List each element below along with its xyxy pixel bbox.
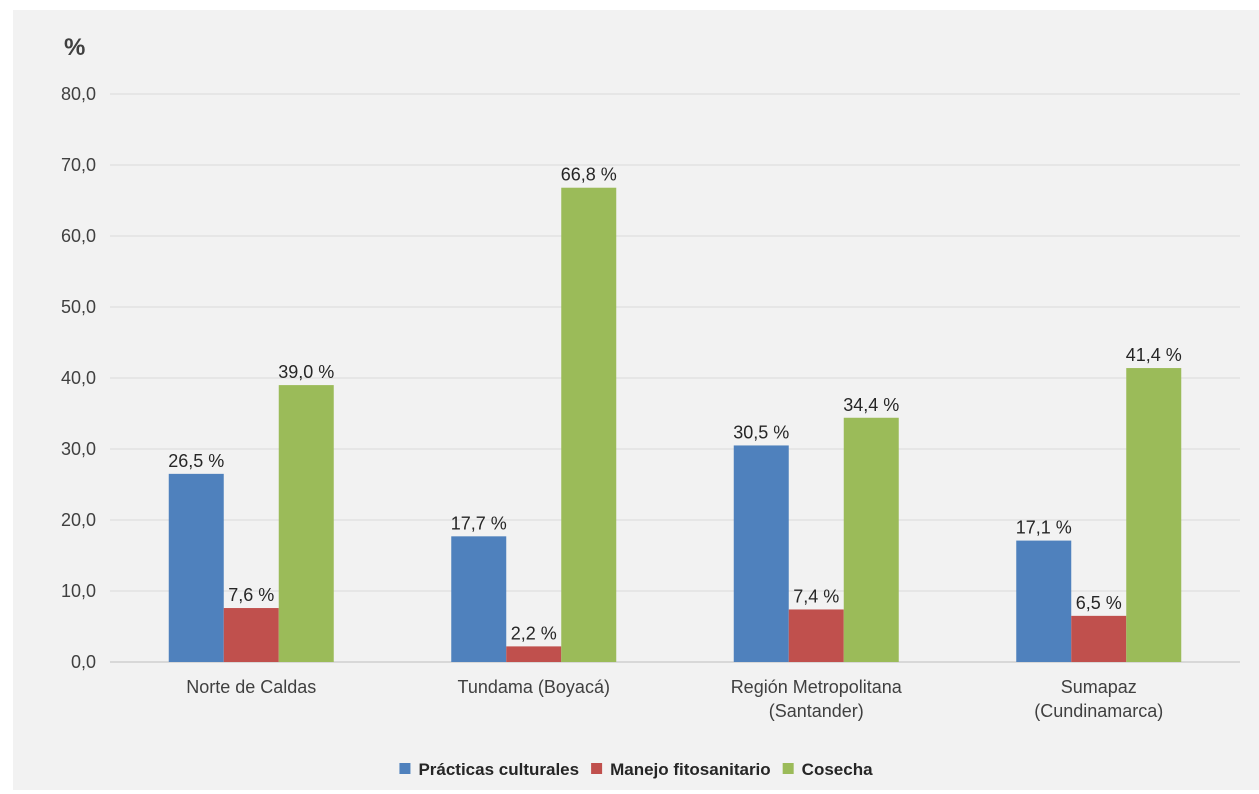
- y-tick-label: 80,0: [61, 84, 96, 104]
- bar: [451, 536, 507, 662]
- legend-label: Prácticas culturales: [418, 760, 579, 779]
- bar: [278, 385, 334, 662]
- y-axis-ticks: 0,0 10,0 20,0 30,0 40,0 50,0 60,0 70,0 80,0: [61, 84, 96, 672]
- bar: [1071, 615, 1127, 662]
- bar: [561, 187, 617, 662]
- data-label: 34,4 %: [843, 395, 899, 415]
- y-tick-label: 70,0: [61, 155, 96, 175]
- data-label: 41,4 %: [1126, 345, 1182, 365]
- legend: Prácticas culturales Manejo fitosanitario…: [399, 760, 873, 779]
- bar: [1126, 368, 1182, 662]
- data-label: 6,5 %: [1076, 593, 1122, 613]
- data-label: 17,7 %: [451, 513, 507, 533]
- bars: [168, 187, 1182, 662]
- data-label: 66,8 %: [561, 165, 617, 185]
- data-label: 7,4 %: [793, 586, 839, 606]
- y-tick-label: 40,0: [61, 368, 96, 388]
- bar: [733, 445, 789, 662]
- bar: [788, 609, 844, 662]
- bar: [1016, 540, 1072, 662]
- bar: [506, 646, 562, 662]
- bar: [843, 417, 899, 662]
- y-tick-label: 50,0: [61, 297, 96, 317]
- data-label: 26,5 %: [168, 451, 224, 471]
- legend-swatch: [782, 763, 794, 774]
- x-category-label: Norte de Caldas: [186, 677, 316, 697]
- y-tick-label: 30,0: [61, 439, 96, 459]
- data-label: 39,0 %: [278, 362, 334, 382]
- x-category-label: (Cundinamarca): [1034, 701, 1163, 721]
- bar: [223, 608, 279, 662]
- bar: [168, 473, 224, 662]
- x-axis-category-labels: Norte de Caldas Tundama (Boyacá) Región Me…: [186, 677, 1163, 721]
- x-category-label: Tundama (Boyacá): [458, 677, 610, 697]
- x-category-label: (Santander): [769, 701, 864, 721]
- y-tick-label: 20,0: [61, 510, 96, 530]
- x-category-label: Región Metropolitana: [731, 677, 903, 697]
- data-label: 17,1 %: [1016, 518, 1072, 538]
- y-tick-label: 60,0: [61, 226, 96, 246]
- legend-label: Cosecha: [802, 760, 873, 779]
- legend-label: Manejo fitosanitario: [610, 760, 771, 779]
- data-label: 30,5 %: [733, 422, 789, 442]
- y-tick-label: 10,0: [61, 581, 96, 601]
- data-labels: 26,5 % 7,6 % 39,0 % 17,7 % 2,2 % 66,8 % 30,5 %…: [168, 165, 1182, 644]
- legend-swatch: [591, 763, 603, 774]
- data-label: 7,6 %: [228, 585, 274, 605]
- y-axis-unit-label: %: [64, 34, 85, 61]
- x-category-label: Sumapaz: [1061, 677, 1137, 697]
- data-label: 2,2 %: [511, 623, 557, 643]
- legend-swatch: [399, 763, 411, 774]
- y-tick-label: 0,0: [71, 652, 96, 672]
